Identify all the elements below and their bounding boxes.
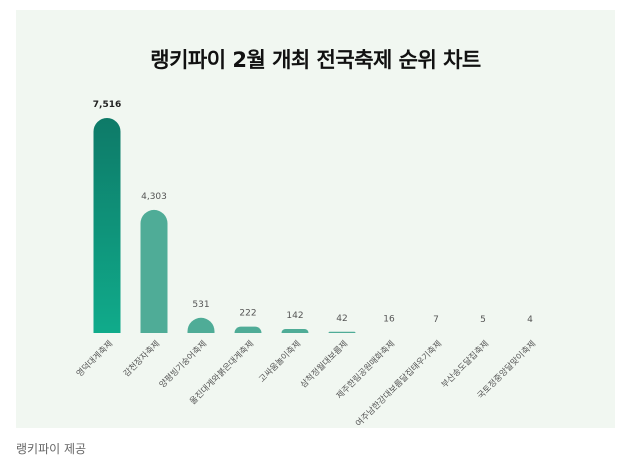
baseline-mask [16, 333, 615, 349]
value-label-6: 42 [336, 314, 347, 324]
value-label-3: 531 [192, 300, 209, 310]
chart-card: 랭키파이 2월 개최 전국축제 순위 차트 7,516 영덕대게축제 4,303 감천… [16, 10, 615, 428]
bar-1 [93, 118, 121, 347]
value-label-4: 222 [239, 309, 256, 319]
value-label-9: 5 [480, 315, 486, 325]
value-label-1: 7,516 [93, 100, 121, 110]
value-label-8: 7 [433, 315, 439, 325]
value-label-10: 4 [527, 315, 533, 325]
chart-title: 랭키파이 2월 개최 전국축제 순위 차트 [150, 48, 481, 72]
bar-chart: 7,516영덕대게축제4,303감천장자축제531양평빙기숭어축제222울진대게… [16, 100, 615, 428]
value-label-7: 16 [383, 315, 395, 325]
image-caption: 랭키파이 제공 [16, 442, 87, 456]
value-label-5: 142 [286, 311, 303, 321]
bar-2 [140, 209, 168, 347]
bars-group: 7,516영덕대게축제4,303감천장자축제531양평빙기숭어축제222울진대게… [16, 100, 615, 428]
category-label-8: 여주남한강대보름달집태우기축제 [353, 338, 444, 428]
value-label-2: 4,303 [141, 192, 167, 202]
